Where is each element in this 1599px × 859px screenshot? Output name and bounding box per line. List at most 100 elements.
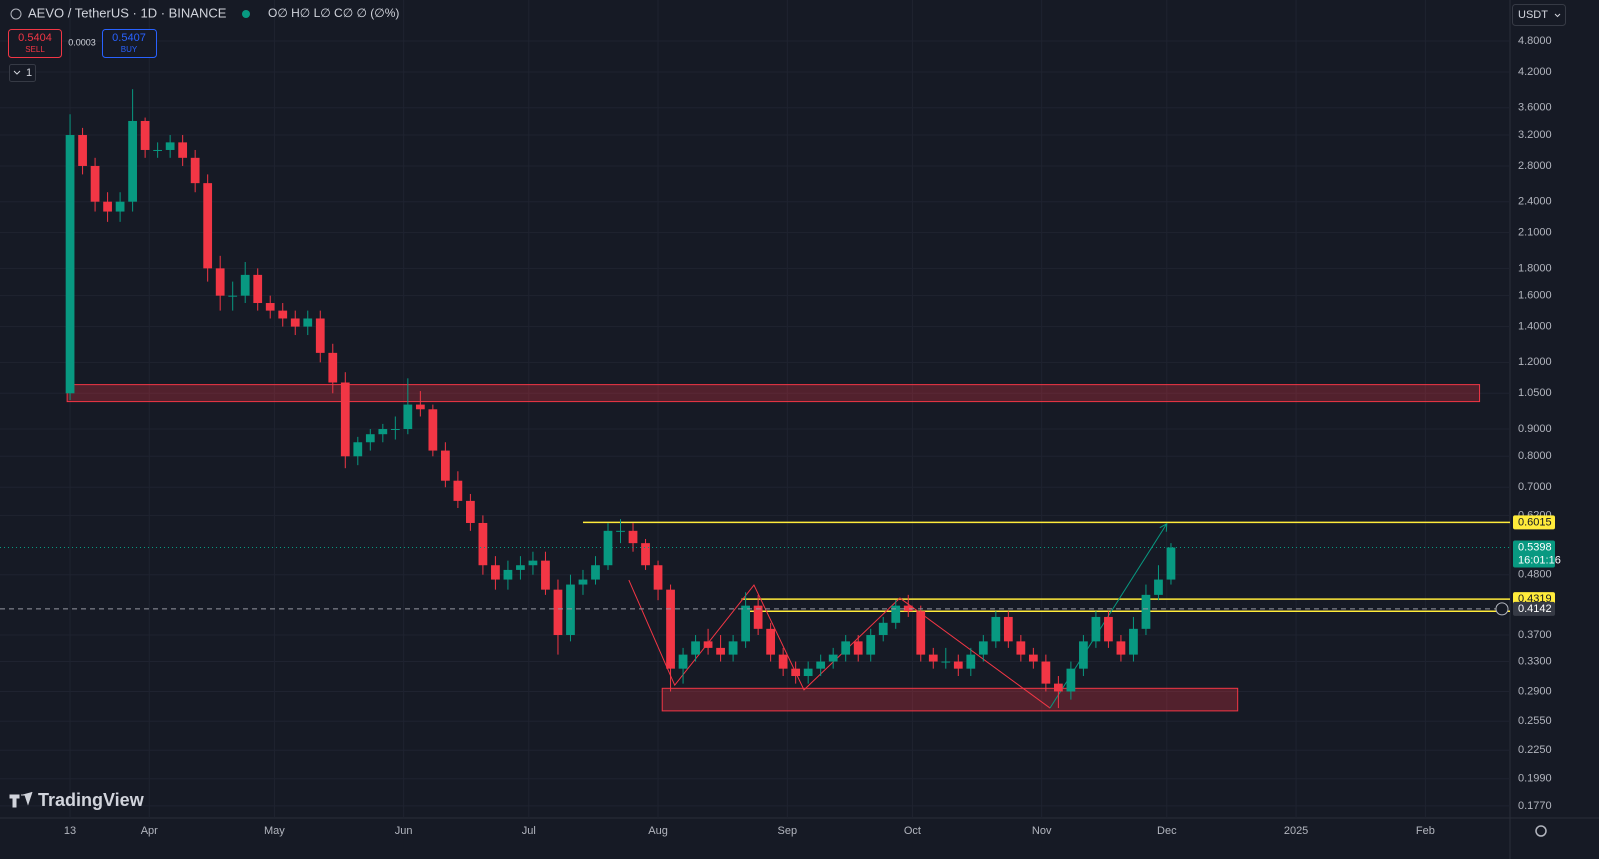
candle-body <box>928 654 938 662</box>
spread: 0.0003 <box>68 37 96 47</box>
candle-body <box>753 605 763 629</box>
crosshair-price-label-bg <box>1513 601 1555 616</box>
candle-body <box>778 654 788 669</box>
candle-body <box>303 318 313 327</box>
candle-body <box>1016 641 1026 655</box>
sell-button[interactable] <box>8 29 62 58</box>
candle-body <box>203 183 213 269</box>
candle-body <box>816 661 826 669</box>
candle-body <box>1129 628 1138 655</box>
zone <box>66 384 1481 403</box>
candle-body <box>703 641 713 648</box>
symbol-title[interactable]: AEVO / TetherUS · 1D · BINANCE <box>28 5 227 20</box>
crosshair-add-button[interactable] <box>1495 602 1509 616</box>
symbol-icon[interactable] <box>10 8 22 20</box>
candle-body <box>315 318 325 353</box>
candle-body <box>140 120 150 150</box>
candle-body <box>841 641 851 655</box>
candle-body <box>691 641 700 655</box>
watermark: TradingView <box>38 790 145 810</box>
candle-body <box>453 480 463 501</box>
candle-body <box>916 611 926 655</box>
buy-price[interactable]: 0.5407 <box>112 32 146 44</box>
y-tick-label: 0.8000 <box>1518 450 1552 462</box>
candle-body <box>878 622 888 636</box>
candle-body <box>278 310 288 319</box>
currency[interactable]: USDT <box>1518 9 1548 21</box>
candle-body <box>353 442 363 457</box>
candle-body <box>616 530 625 532</box>
candle-body <box>1116 641 1126 655</box>
candle-body <box>491 565 500 580</box>
candle-body <box>903 605 913 612</box>
x-tick-label: Feb <box>1416 825 1435 837</box>
candle-body <box>378 429 388 435</box>
last-price-label-countdown: 16:01:16 <box>1518 554 1561 566</box>
candle-body <box>328 352 338 383</box>
candle-body <box>591 565 600 580</box>
zone <box>661 687 1239 712</box>
candle-body <box>603 530 613 566</box>
x-tick-label: Apr <box>141 825 158 837</box>
indicator-toggle[interactable] <box>9 64 36 82</box>
candle-body <box>365 434 375 443</box>
y-tick-label: 1.2000 <box>1518 356 1552 368</box>
crosshair-price-label: 0.4142 <box>1518 603 1552 615</box>
candle-body <box>641 543 650 566</box>
arrow-head <box>1159 522 1168 532</box>
x-tick-label: May <box>264 825 285 837</box>
candle-body <box>853 641 863 655</box>
last-price-label: 0.5398 <box>1518 541 1552 553</box>
y-tick-label: 1.0500 <box>1518 387 1552 399</box>
candle-body <box>466 500 475 523</box>
candle-body <box>728 641 738 655</box>
candle-body <box>153 149 163 151</box>
y-tick-label: 0.4800 <box>1518 569 1552 581</box>
x-tick-label: Oct <box>904 825 921 837</box>
candle-body <box>891 605 901 623</box>
candle-body <box>553 589 563 636</box>
chevron <box>1554 13 1561 18</box>
candle-body <box>228 295 238 297</box>
currency-select[interactable] <box>1512 4 1566 26</box>
y-tick-label: 0.7000 <box>1518 481 1552 493</box>
chevron <box>13 70 21 75</box>
candle-body <box>1041 661 1051 684</box>
candle-body <box>1154 579 1163 595</box>
settings-icon[interactable] <box>1535 825 1547 837</box>
candle-body <box>65 135 75 394</box>
candle-body <box>1066 668 1076 692</box>
x-tick-label: Dec <box>1157 825 1177 837</box>
candle-body <box>828 654 838 662</box>
candle-body <box>666 589 675 669</box>
candle-body <box>766 628 776 655</box>
indicator-count[interactable]: 1 <box>26 67 32 79</box>
x-tick-label: Nov <box>1032 825 1052 837</box>
candle-body <box>215 268 225 296</box>
y-tick-label: 1.6000 <box>1518 290 1552 302</box>
candle-body <box>1079 641 1088 669</box>
candle-body <box>265 303 275 311</box>
candle-body <box>1141 594 1151 629</box>
candle-body <box>1104 616 1113 642</box>
candle-body <box>803 668 813 677</box>
buy-label[interactable]: BUY <box>121 45 138 54</box>
candle-body <box>403 404 413 430</box>
candle-body <box>791 668 801 677</box>
candle-body <box>165 142 175 150</box>
y-tick-label: 0.1770 <box>1518 800 1552 812</box>
x-tick-label: Jul <box>522 825 536 837</box>
candle-body <box>178 142 188 158</box>
y-tick-label: 0.9000 <box>1518 423 1552 435</box>
candle-body <box>90 165 100 202</box>
status-dot <box>242 10 250 18</box>
x-tick-label: Aug <box>648 825 668 837</box>
y-tick-label: 0.2900 <box>1518 685 1552 697</box>
x-tick-label: 13 <box>64 825 76 837</box>
sell-label[interactable]: SELL <box>25 45 45 54</box>
candle-body <box>290 318 300 327</box>
sell-price[interactable]: 0.5404 <box>18 32 52 44</box>
buy-button[interactable] <box>102 29 157 58</box>
